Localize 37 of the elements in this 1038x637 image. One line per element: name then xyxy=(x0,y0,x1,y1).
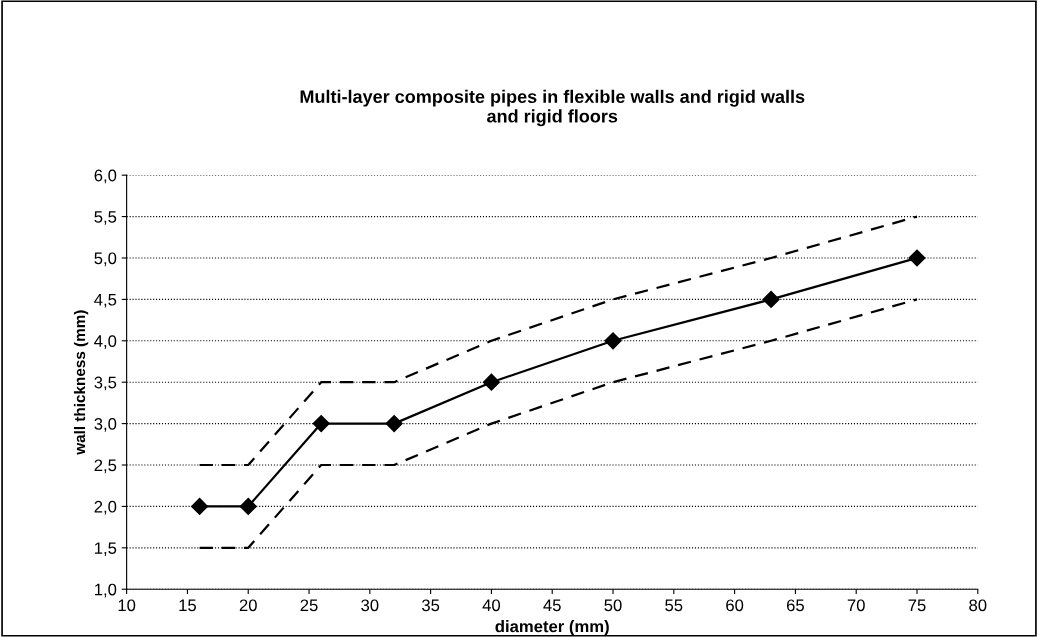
point xyxy=(312,415,330,433)
x-tick-label: 20 xyxy=(239,599,257,612)
y-tick-label: 2,5 xyxy=(94,459,117,474)
x-tick-label: 10 xyxy=(118,599,136,612)
y-axis-title: wall thickness (mm) xyxy=(73,310,89,455)
y-tick-label: 5,5 xyxy=(94,211,117,225)
y-tick-label: 4,0 xyxy=(94,335,117,349)
x-tick-label: 50 xyxy=(604,599,622,612)
y-tick-label: 1,0 xyxy=(95,583,117,598)
x-tick-label: 25 xyxy=(300,599,318,612)
y-tick-label: 4,5 xyxy=(94,293,117,308)
y-tick-label: 5,0 xyxy=(94,252,117,267)
x-tick-label: 80 xyxy=(969,599,987,612)
point xyxy=(762,290,780,308)
x-tick-label: 75 xyxy=(908,599,926,612)
point xyxy=(385,415,403,433)
y-tick-label: 3,5 xyxy=(94,376,117,391)
x-tick-label: 45 xyxy=(543,599,561,612)
y-tick-label: 1,5 xyxy=(95,542,117,556)
y-tick-label: 6,0 xyxy=(94,169,117,184)
x-tick-label: 40 xyxy=(482,599,501,612)
point xyxy=(239,497,257,515)
point xyxy=(604,332,622,350)
x-axis-title: diameter (mm) xyxy=(495,620,609,636)
y-tick-label: 2,0 xyxy=(94,500,117,515)
x-tick-label: 70 xyxy=(847,599,865,612)
chart-title: Multi-layer composite pipes in flexible walls and rigid walls and rigid floors xyxy=(300,89,805,127)
x-tick-label: 65 xyxy=(786,599,804,612)
x-tick-label: 60 xyxy=(726,599,744,612)
x-tick-label: 35 xyxy=(421,599,440,612)
x-tick-label: 55 xyxy=(665,599,683,612)
x-tick-label: 15 xyxy=(179,599,196,612)
point xyxy=(482,373,500,391)
point xyxy=(908,249,926,267)
x-tick-label: 30 xyxy=(361,599,379,612)
point xyxy=(191,497,209,515)
y-tick-label: 3,0 xyxy=(94,418,117,432)
